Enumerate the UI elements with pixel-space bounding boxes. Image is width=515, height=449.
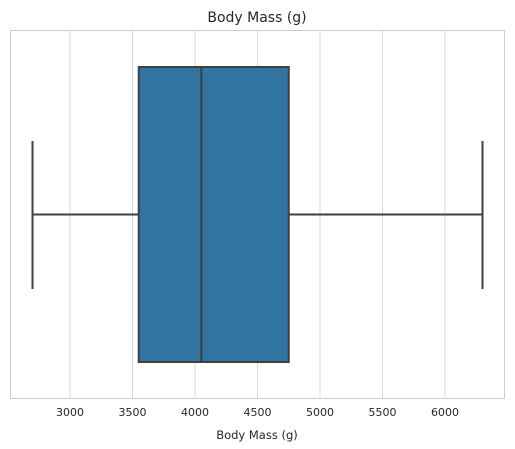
plot-area-frame xyxy=(10,30,505,399)
x-tick-label: 5500 xyxy=(369,406,397,419)
x-tick-label: 3000 xyxy=(56,406,84,419)
x-tick-label: 4000 xyxy=(181,406,209,419)
x-tick-label: 6000 xyxy=(431,406,459,419)
x-axis-label: Body Mass (g) xyxy=(216,428,298,442)
chart-title: Body Mass (g) xyxy=(207,10,306,26)
x-tick-label: 4500 xyxy=(244,406,272,419)
x-axis-ticks: 3000 3500 4000 4500 5000 5500 6000 xyxy=(56,406,459,419)
box-plot xyxy=(31,66,484,363)
interquartile-box xyxy=(137,66,290,363)
x-tick-label: 3500 xyxy=(119,406,147,419)
x-tick-label: 5000 xyxy=(306,406,334,419)
